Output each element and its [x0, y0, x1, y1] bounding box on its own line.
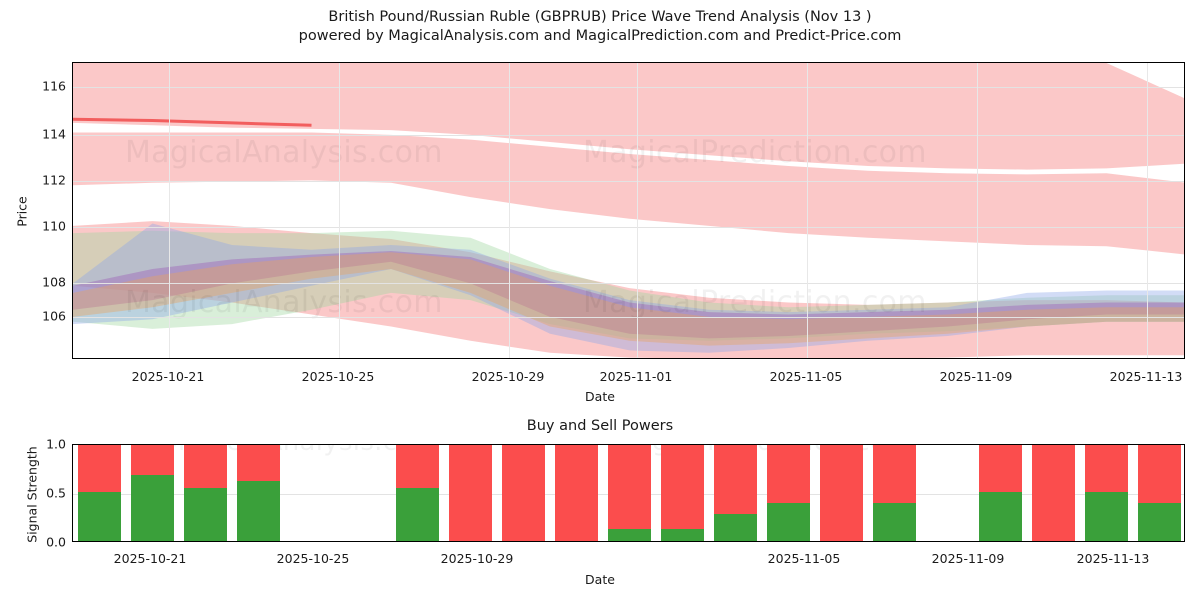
power-bars-container — [73, 445, 1184, 541]
band-blue-band — [73, 223, 1184, 353]
buy-power-bar — [714, 513, 757, 541]
band-upper-red-band-high — [73, 63, 1184, 170]
ytick-power-2: 1.0 — [46, 436, 66, 452]
band-purple-band — [73, 251, 1184, 339]
sell-power-bar — [608, 445, 651, 530]
xtick-main-3: 2025-11-01 — [599, 369, 673, 384]
title-line-2: powered by MagicalAnalysis.com and Magic… — [298, 28, 902, 44]
band-mid-red-band — [73, 221, 1184, 358]
sell-power-bar — [449, 445, 492, 541]
buy-power-bar — [979, 492, 1022, 541]
band-upper-red-band-low — [73, 132, 1184, 255]
vgridline-1 — [169, 63, 170, 358]
sell-power-bar — [184, 445, 227, 489]
band-green-band — [73, 230, 1184, 341]
gridline-112 — [73, 181, 1184, 182]
price-wave-chart: MagicalAnalysis.com MagicalPrediction.co… — [72, 62, 1185, 359]
buy-power-bar — [78, 492, 121, 541]
buy-power-bar — [131, 475, 174, 541]
sell-power-bar — [78, 445, 121, 492]
buy-power-bar — [873, 502, 916, 541]
title-line-1: British Pound/Russian Ruble (GBPRUB) Pri… — [328, 9, 872, 25]
sell-power-bar — [767, 445, 810, 503]
sell-power-bar — [237, 445, 280, 482]
price-bands-svg — [73, 63, 1184, 358]
sell-power-bar — [873, 445, 916, 503]
vgridline-3 — [509, 63, 510, 358]
buy-power-bar — [237, 481, 280, 541]
sell-power-bar — [1085, 445, 1128, 492]
buy-power-bar — [767, 502, 810, 541]
xtick-power-2: 2025-10-29 — [440, 551, 514, 566]
buy-power-bar — [184, 488, 227, 541]
buy-power-bar — [1085, 492, 1128, 541]
page-title: British Pound/Russian Ruble (GBPRUB) Pri… — [0, 8, 1200, 46]
sell-power-bar — [555, 445, 598, 541]
xtick-power-1: 2025-10-25 — [276, 551, 350, 566]
sell-power-bar — [979, 445, 1022, 492]
xtick-power-4: 2025-11-09 — [931, 551, 1005, 566]
vgridline-7 — [1147, 63, 1148, 358]
xtick-main-0: 2025-10-21 — [131, 369, 205, 384]
gridline-116 — [73, 87, 1184, 88]
ytick-main-4: 114 — [42, 126, 66, 142]
sell-power-bar — [820, 445, 863, 541]
vgridline-4 — [637, 63, 638, 358]
main-ylabel: Price — [14, 196, 30, 227]
xtick-main-1: 2025-10-25 — [301, 369, 375, 384]
main-xlabel: Date — [585, 389, 615, 404]
xtick-power-5: 2025-11-13 — [1076, 551, 1150, 566]
vgridline-6 — [977, 63, 978, 358]
buy-power-bar — [661, 529, 704, 541]
ytick-main-1: 108 — [42, 274, 66, 290]
xtick-main-4: 2025-11-05 — [769, 369, 843, 384]
vgridline-5 — [807, 63, 808, 358]
gridline-114 — [73, 135, 1184, 136]
gridline-108 — [73, 283, 1184, 284]
ytick-main-3: 112 — [42, 172, 66, 188]
band-orange-band — [73, 252, 1184, 346]
sell-power-bar — [714, 445, 757, 514]
gridline-110 — [73, 227, 1184, 228]
gridline-106 — [73, 317, 1184, 318]
power-ylabel: Signal Strength — [24, 446, 40, 543]
sell-power-bar — [1032, 445, 1075, 541]
buy-power-bar — [608, 529, 651, 541]
sell-power-bar — [661, 445, 704, 530]
xtick-main-2: 2025-10-29 — [471, 369, 545, 384]
ytick-power-1: 0.5 — [46, 485, 66, 501]
ytick-power-0: 0.0 — [46, 534, 66, 550]
sell-power-bar — [396, 445, 439, 489]
buy-power-bar — [1138, 502, 1181, 541]
buy-power-bar — [396, 488, 439, 541]
trend-line-upper-red-trend — [73, 117, 312, 127]
ytick-main-5: 116 — [42, 78, 66, 94]
xtick-power-3: 2025-11-05 — [767, 551, 841, 566]
vgridline-2 — [339, 63, 340, 358]
sell-power-bar — [131, 445, 174, 476]
xtick-power-0: 2025-10-21 — [113, 551, 187, 566]
ytick-main-2: 110 — [42, 218, 66, 234]
sell-power-bar — [502, 445, 545, 541]
xtick-main-6: 2025-11-13 — [1109, 369, 1183, 384]
power-chart-title: Buy and Sell Powers — [526, 418, 674, 434]
buy-sell-power-chart: MagicalAnalysis.com MagicalPrediction.co… — [72, 444, 1185, 542]
xtick-main-5: 2025-11-09 — [939, 369, 1013, 384]
sell-power-bar — [1138, 445, 1181, 503]
power-xlabel: Date — [585, 572, 615, 587]
ytick-main-0: 106 — [42, 308, 66, 324]
